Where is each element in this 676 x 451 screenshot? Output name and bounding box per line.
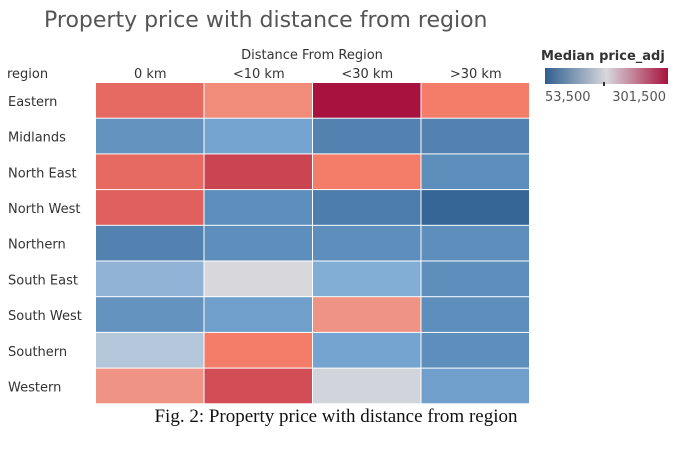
heatmap-cell [313, 225, 421, 261]
legend: Median price_adj 53,500 301,500 [541, 49, 668, 105]
column-label: 0 km [134, 67, 167, 82]
heatmap-cell [96, 332, 204, 368]
heatmap-cell [313, 154, 421, 190]
column-label: <30 km [341, 67, 393, 82]
heatmap-cell [204, 83, 312, 118]
heatmap-cell [313, 190, 421, 225]
heatmap-cell [96, 83, 204, 118]
figure-caption: Fig. 2: Property price with distance fro… [154, 406, 518, 427]
heatmap-cell [313, 297, 421, 332]
heatmap-cell [96, 225, 204, 261]
heatmap-cell [204, 261, 312, 297]
heatmap-cell [96, 190, 204, 225]
heatmap-cell [96, 261, 204, 297]
heatmap-cell [421, 190, 529, 225]
row-label: North West [8, 202, 80, 217]
column-group-label: Distance From Region [241, 48, 383, 63]
heatmap-cell [421, 297, 529, 332]
heatmap-cell [96, 118, 204, 154]
heatmap-cell [204, 154, 312, 190]
row-label: South East [8, 273, 78, 288]
heatmap-cell [421, 332, 529, 368]
heatmap-cell [313, 118, 421, 154]
heatmap-cell [421, 83, 529, 118]
heatmap-cell [421, 261, 529, 297]
heatmap-cell [421, 154, 529, 190]
heatmap-cell [96, 368, 204, 404]
row-header: region [7, 67, 48, 82]
heatmap-cell [313, 83, 421, 118]
legend-min-label: 53,500 [545, 90, 591, 105]
column-label: <10 km [233, 67, 285, 82]
heatmap-cell [421, 368, 529, 404]
legend-color-ramp [545, 68, 668, 84]
row-label: South West [8, 309, 82, 324]
legend-title: Median price_adj [541, 49, 665, 64]
heatmap-cell [313, 368, 421, 404]
heatmap-cell [421, 225, 529, 261]
legend-max-label: 301,500 [612, 90, 666, 105]
row-label: Western [8, 380, 61, 395]
chart-title: Property price with distance from region [44, 8, 487, 33]
heatmap-cell [96, 154, 204, 190]
column-label: >30 km [450, 67, 502, 82]
heatmap-cell [204, 332, 312, 368]
heatmap-cell [204, 368, 312, 404]
row-label: Southern [8, 345, 67, 360]
heatmap-cell [204, 297, 312, 332]
row-labels: Eastern Midlands North East North West North… [8, 95, 82, 396]
heatmap-cell [313, 261, 421, 297]
heatmap-cell [313, 332, 421, 368]
heatmap-cell [204, 225, 312, 261]
heatmap-cell [96, 297, 204, 332]
heatmap-cell [421, 118, 529, 154]
row-label: Northern [8, 238, 66, 253]
row-label: North East [8, 166, 77, 181]
heatmap-cell [204, 190, 312, 225]
legend-marker [603, 82, 605, 86]
heatmap-cells [96, 83, 529, 404]
column-labels: 0 km <10 km <30 km >30 km [134, 67, 502, 82]
row-label: Midlands [8, 131, 66, 146]
heatmap-cell [204, 118, 312, 154]
row-label: Eastern [8, 95, 57, 110]
